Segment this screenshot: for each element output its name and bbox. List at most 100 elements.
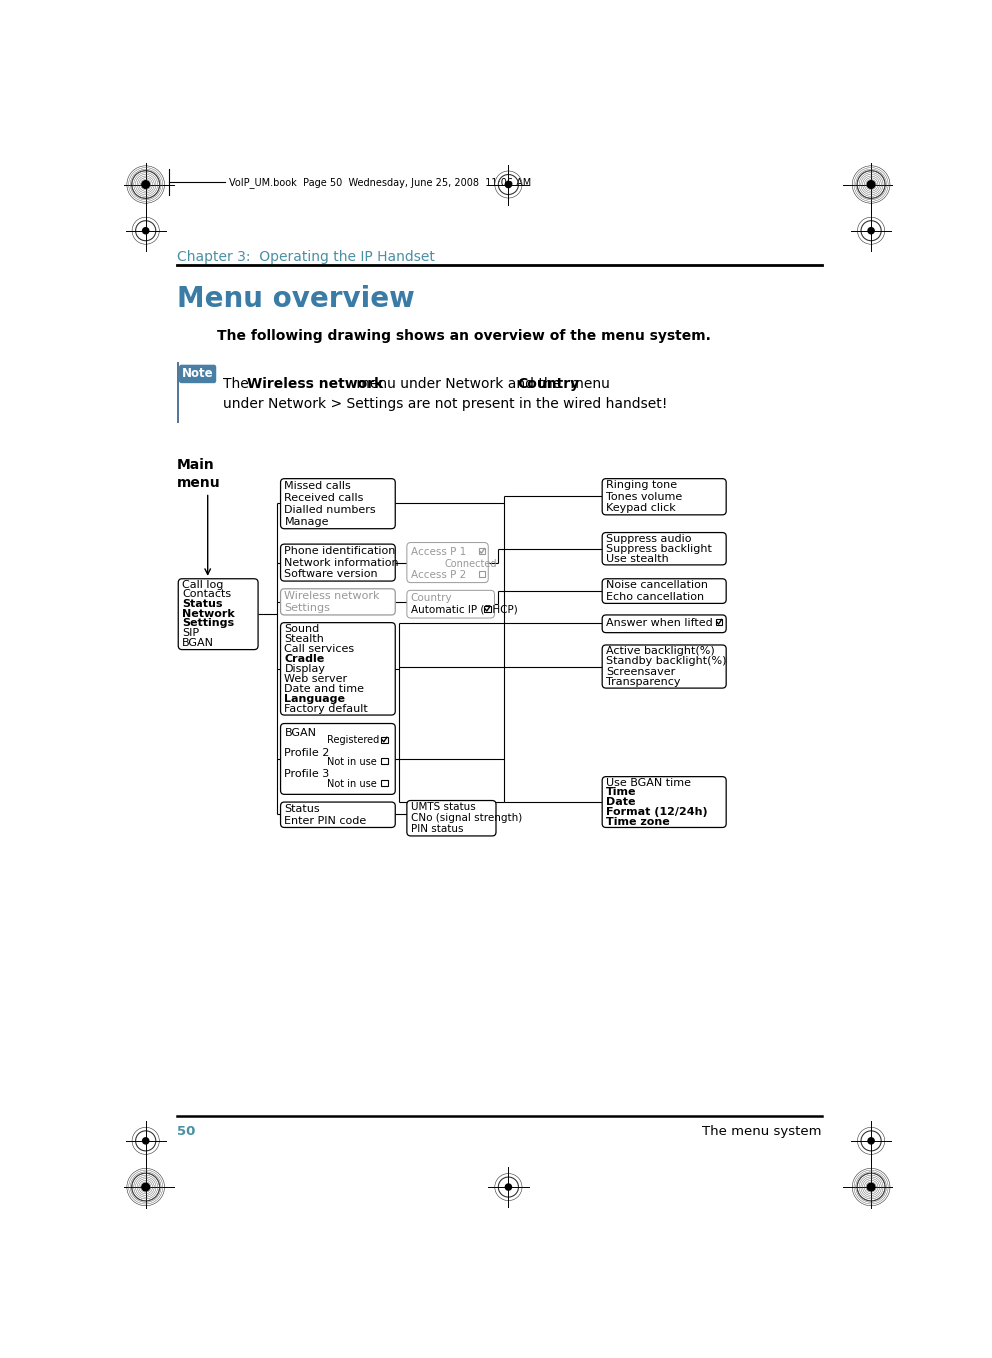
FancyBboxPatch shape (602, 579, 726, 603)
Circle shape (868, 1138, 874, 1143)
FancyBboxPatch shape (281, 589, 395, 615)
FancyBboxPatch shape (602, 645, 726, 689)
Text: Country: Country (411, 593, 452, 603)
Circle shape (868, 228, 874, 234)
FancyBboxPatch shape (281, 803, 395, 827)
FancyBboxPatch shape (407, 591, 494, 618)
Circle shape (142, 1183, 150, 1191)
Circle shape (143, 1138, 149, 1143)
Text: Screensaver: Screensaver (606, 667, 676, 676)
Text: Settings: Settings (285, 603, 330, 612)
Text: Echo cancellation: Echo cancellation (606, 592, 704, 602)
FancyBboxPatch shape (281, 623, 395, 716)
Text: SIP: SIP (183, 629, 199, 638)
Text: Standby backlight(%): Standby backlight(%) (606, 656, 726, 667)
FancyBboxPatch shape (281, 478, 395, 528)
Circle shape (867, 1183, 875, 1191)
Text: Cradle: Cradle (285, 653, 324, 664)
Bar (381, 736, 388, 743)
Text: Display: Display (285, 664, 325, 674)
Text: Missed calls: Missed calls (285, 481, 351, 490)
Text: Wireless network: Wireless network (247, 378, 383, 391)
FancyBboxPatch shape (281, 724, 395, 794)
Text: menu under Network and the: menu under Network and the (352, 378, 565, 391)
FancyBboxPatch shape (602, 777, 726, 827)
Text: Format (12/24h): Format (12/24h) (606, 807, 707, 816)
Text: Contacts: Contacts (183, 589, 231, 599)
Text: Manage: Manage (285, 516, 329, 527)
Text: Status: Status (285, 804, 320, 813)
Text: Software version: Software version (285, 569, 378, 579)
Text: Access P 1: Access P 1 (411, 547, 466, 557)
Circle shape (143, 228, 149, 234)
FancyBboxPatch shape (179, 365, 216, 383)
Text: Suppress audio: Suppress audio (606, 534, 691, 543)
Bar (177, 361, 179, 424)
Bar (716, 619, 722, 625)
Text: Profile 3: Profile 3 (285, 769, 329, 778)
Circle shape (505, 182, 512, 187)
FancyBboxPatch shape (602, 478, 726, 515)
Text: Use stealth: Use stealth (606, 554, 669, 564)
Text: Suppress backlight: Suppress backlight (606, 543, 712, 554)
Text: PIN status: PIN status (411, 824, 463, 834)
Bar (479, 572, 485, 577)
Circle shape (142, 181, 150, 189)
FancyBboxPatch shape (407, 800, 496, 837)
Text: Sound: Sound (285, 623, 319, 634)
Text: Connected: Connected (444, 559, 497, 569)
Bar (479, 549, 485, 554)
Text: Access P 2: Access P 2 (411, 570, 466, 580)
Text: Answer when lifted: Answer when lifted (606, 618, 713, 629)
Text: Status: Status (183, 599, 222, 608)
Text: Note: Note (182, 368, 213, 380)
FancyBboxPatch shape (281, 545, 395, 581)
Text: Menu overview: Menu overview (177, 285, 415, 312)
Text: 50: 50 (177, 1126, 195, 1138)
Text: VoIP_UM.book  Page 50  Wednesday, June 25, 2008  11:06 AM: VoIP_UM.book Page 50 Wednesday, June 25,… (228, 177, 531, 187)
Text: Not in use: Not in use (327, 756, 377, 767)
Circle shape (867, 181, 875, 189)
Text: Enter PIN code: Enter PIN code (285, 816, 367, 826)
Text: Call log: Call log (183, 580, 223, 589)
Text: BGAN: BGAN (285, 728, 316, 737)
Text: UMTS status: UMTS status (411, 803, 475, 812)
FancyBboxPatch shape (602, 615, 726, 633)
Text: The menu system: The menu system (702, 1126, 821, 1138)
Text: Web server: Web server (285, 674, 347, 684)
Text: Factory default: Factory default (285, 703, 368, 714)
Text: The: The (223, 378, 253, 391)
Text: Registered: Registered (327, 736, 379, 746)
Text: Date: Date (606, 797, 636, 807)
Text: Time zone: Time zone (606, 816, 670, 827)
Text: Network: Network (183, 608, 235, 619)
Circle shape (505, 1184, 512, 1190)
Bar (484, 606, 491, 612)
Text: BGAN: BGAN (183, 638, 214, 648)
FancyBboxPatch shape (407, 543, 488, 583)
Text: Wireless network: Wireless network (285, 591, 380, 600)
Text: Main
menu: Main menu (177, 458, 220, 490)
Text: Automatic IP (DHCP): Automatic IP (DHCP) (411, 604, 518, 615)
Text: Transparency: Transparency (606, 676, 681, 687)
Text: under Network > Settings are not present in the wired handset!: under Network > Settings are not present… (223, 397, 668, 411)
Text: menu: menu (565, 378, 610, 391)
Text: Tones volume: Tones volume (606, 492, 682, 501)
Text: Noise cancellation: Noise cancellation (606, 580, 708, 591)
Text: Not in use: Not in use (327, 778, 377, 789)
Text: Country: Country (518, 378, 579, 391)
Text: Ringing tone: Ringing tone (606, 481, 678, 490)
Text: Dialled numbers: Dialled numbers (285, 505, 376, 515)
Text: Profile 2: Profile 2 (285, 748, 329, 758)
Text: Chapter 3:  Operating the IP Handset: Chapter 3: Operating the IP Handset (177, 250, 434, 263)
Text: Time: Time (606, 788, 637, 797)
FancyBboxPatch shape (602, 532, 726, 565)
Text: Phone identification: Phone identification (285, 546, 396, 555)
Text: Date and time: Date and time (285, 684, 364, 694)
Text: Received calls: Received calls (285, 493, 364, 502)
Text: The following drawing shows an overview of the menu system.: The following drawing shows an overview … (217, 329, 711, 342)
Bar (381, 758, 388, 765)
Text: Use BGAN time: Use BGAN time (606, 778, 691, 788)
Text: CNo (signal strength): CNo (signal strength) (411, 813, 522, 823)
Text: Call services: Call services (285, 644, 354, 653)
